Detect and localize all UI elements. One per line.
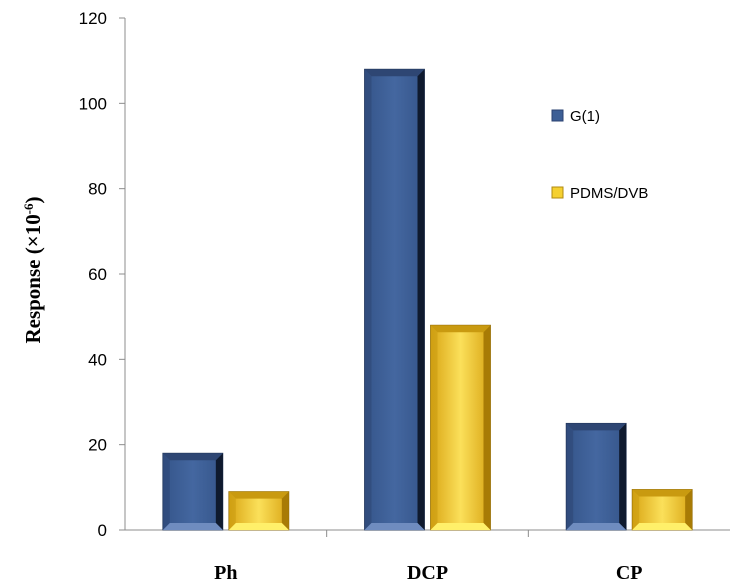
- bar-cp-pdms-dvb: [631, 489, 693, 531]
- y-tick-label-40: 40: [88, 350, 107, 369]
- y-tick-label-80: 80: [88, 180, 107, 199]
- bar-top-bevel-cp-pdms-dvb: [632, 489, 693, 497]
- x-category-label-cp: CP: [616, 562, 643, 584]
- bar-dcp-g1: [364, 68, 425, 531]
- x-category-label-ph: Ph: [214, 562, 237, 584]
- bar-ph-pdms-dvb: [228, 491, 290, 531]
- legend-label-pdms-dvb: PDMS/DVB: [570, 185, 648, 202]
- y-axis-title-exponent: -6: [21, 203, 36, 214]
- bar-bottom-bevel-cp-g1: [566, 523, 627, 530]
- bar-bottom-bevel-dcp-pdms-dvb: [430, 523, 491, 530]
- legend-swatch-pdms-dvb: [551, 186, 564, 199]
- bar-top-bevel-cp-g1: [566, 423, 627, 431]
- legend: G(1) PDMS/DVB: [551, 108, 648, 202]
- y-axis-title-close: ): [21, 196, 45, 203]
- bar-side-bevel-dcp-pdms-dvb: [483, 325, 491, 530]
- bar-dcp-pdms-dvb: [430, 324, 491, 531]
- category-labels: Ph DCP CP: [214, 562, 642, 584]
- bar-side-bevel-cp-pdms-dvb: [685, 489, 693, 530]
- bar-bottom-bevel-ph-pdms-dvb: [228, 523, 289, 530]
- bar-side-bevel-cp-g1: [619, 423, 627, 530]
- bar-face-cp-g1: [565, 422, 627, 531]
- bar-left-bevel-dcp-g1: [364, 69, 372, 530]
- bar-bottom-bevel-cp-pdms-dvb: [632, 523, 693, 530]
- x-category-label-dcp: DCP: [407, 562, 448, 584]
- bar-ph-g1: [162, 452, 224, 531]
- y-axis-title: Response (×10-6): [21, 196, 46, 343]
- bar-face-dcp-g1: [364, 68, 425, 531]
- y-tick-label-0: 0: [98, 521, 107, 540]
- bar-left-bevel-ph-pdms-dvb: [228, 491, 236, 530]
- bars-group: [162, 68, 693, 531]
- bar-top-bevel-ph-g1: [162, 453, 223, 461]
- bar-cp-g1: [565, 422, 627, 531]
- bar-face-ph-g1: [162, 452, 224, 531]
- bar-side-bevel-ph-pdms-dvb: [281, 491, 289, 530]
- x-tick-group: [326, 530, 529, 537]
- bar-bottom-bevel-ph-g1: [162, 523, 223, 530]
- bar-side-bevel-dcp-g1: [417, 69, 425, 530]
- y-tick-label-100: 100: [79, 94, 107, 113]
- bar-bottom-bevel-dcp-g1: [364, 523, 425, 530]
- legend-swatch-g1: [551, 109, 564, 122]
- legend-label-g1: G(1): [570, 108, 600, 125]
- bar-left-bevel-ph-g1: [162, 453, 170, 530]
- y-tick-group: 0 20 40 60 80 100 120: [79, 9, 125, 540]
- bar-left-bevel-dcp-pdms-dvb: [430, 325, 438, 530]
- bar-top-bevel-dcp-g1: [364, 69, 425, 77]
- bar-side-bevel-ph-g1: [215, 453, 223, 530]
- bar-top-bevel-ph-pdms-dvb: [228, 491, 289, 499]
- legend-item-pdms-dvb: PDMS/DVB: [551, 185, 648, 202]
- bar-left-bevel-cp-pdms-dvb: [632, 489, 640, 530]
- y-axis-title-main: Response (×10: [21, 214, 45, 343]
- y-tick-label-20: 20: [88, 436, 107, 455]
- y-tick-label-60: 60: [88, 265, 107, 284]
- legend-item-g1: G(1): [551, 108, 600, 125]
- bar-left-bevel-cp-g1: [566, 423, 574, 530]
- y-tick-label-120: 120: [79, 9, 107, 28]
- bar-face-dcp-pdms-dvb: [430, 324, 491, 531]
- bar-top-bevel-dcp-pdms-dvb: [430, 325, 491, 333]
